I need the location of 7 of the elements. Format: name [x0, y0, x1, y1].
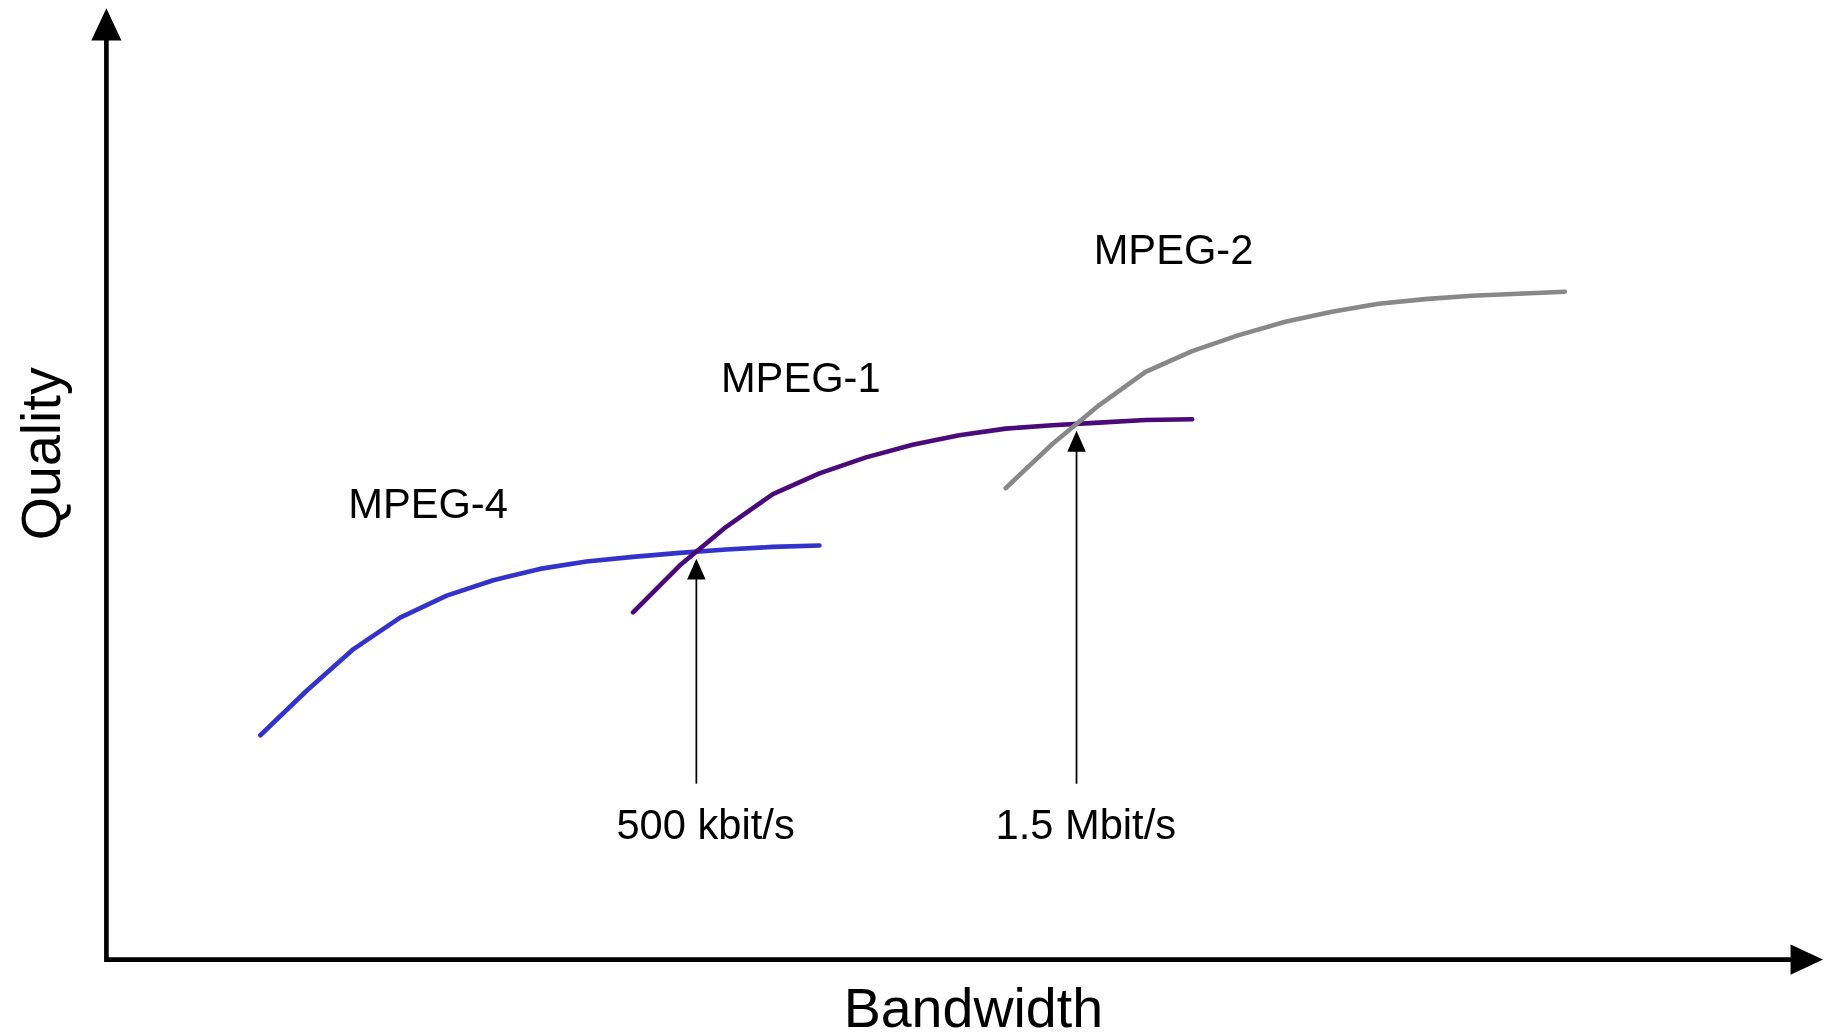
annotation: 500 kbit/s: [616, 801, 795, 849]
series-label: MPEG-2: [1093, 225, 1254, 273]
x-axis-title: Bandwidth: [843, 976, 1104, 1036]
series-label: MPEG-4: [348, 479, 508, 527]
y-axis-title: Quality: [10, 367, 73, 541]
series-label: MPEG-1: [720, 353, 881, 401]
annotation: 1.5 Mbit/s: [995, 801, 1177, 849]
